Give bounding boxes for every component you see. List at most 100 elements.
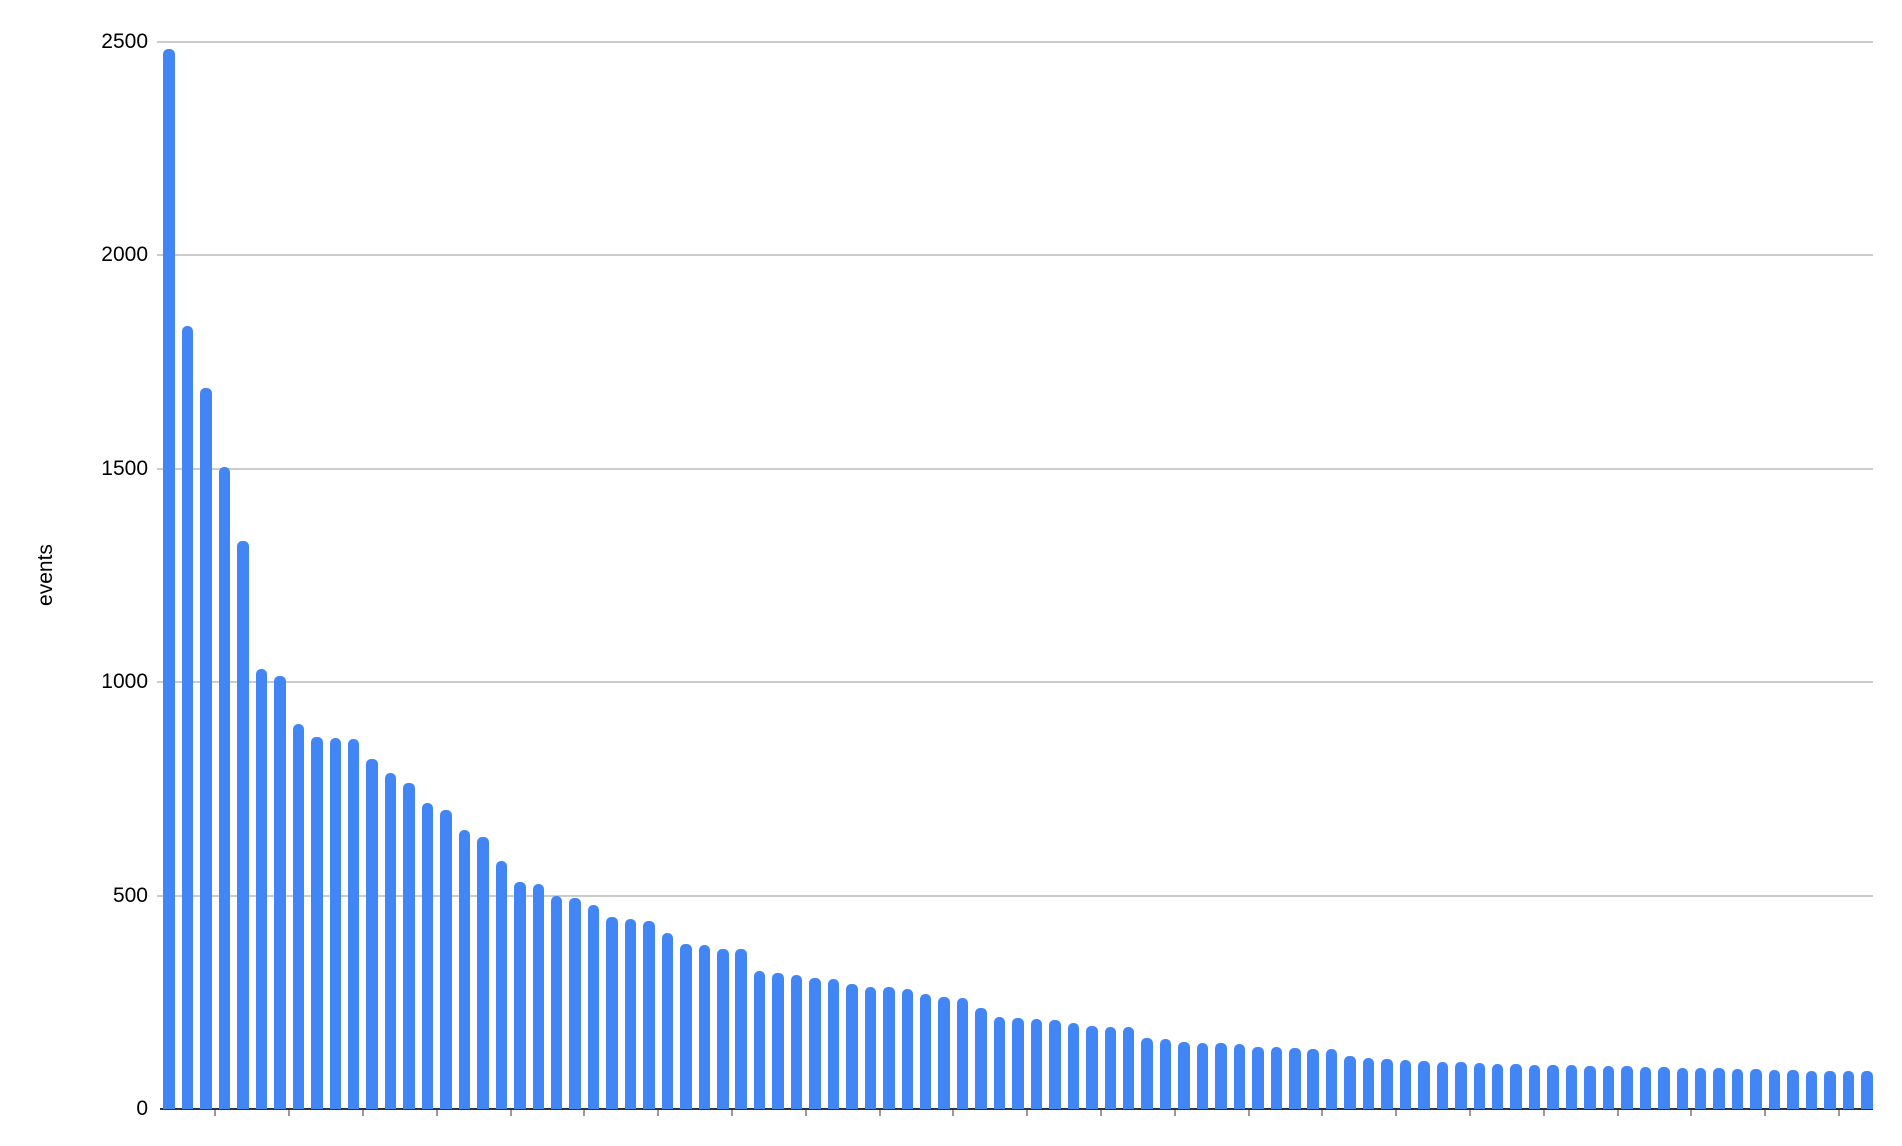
bar-1	[163, 49, 175, 1109]
x-axis-tick	[1542, 1110, 1545, 1116]
x-axis-tick	[288, 1110, 291, 1116]
y-tick-label-500: 500	[112, 883, 148, 907]
bar-51	[1086, 1026, 1098, 1109]
bar-54	[1141, 1038, 1153, 1109]
bar-8	[292, 724, 305, 1109]
bar-46	[993, 1017, 1006, 1109]
bar-28	[661, 932, 674, 1109]
bar-39	[864, 986, 877, 1109]
bar-35	[790, 974, 803, 1109]
bar-73	[1491, 1063, 1504, 1109]
bar-37	[827, 978, 840, 1109]
x-axis-tick	[731, 1110, 733, 1116]
x-axis-tick	[509, 1110, 512, 1116]
bar-77	[1565, 1065, 1578, 1109]
bar-15	[421, 803, 434, 1109]
x-axis-tick	[583, 1110, 586, 1116]
x-axis-tick	[1690, 1110, 1693, 1116]
x-axis-tick	[878, 1110, 881, 1116]
y-tick-label-2500: 2500	[101, 30, 148, 53]
x-axis-tick	[657, 1110, 660, 1116]
x-axis-tick	[952, 1110, 955, 1116]
bar-56	[1178, 1042, 1190, 1109]
y-tick-label-0: 0	[136, 1097, 148, 1120]
x-axis-tick	[1838, 1110, 1841, 1116]
bar-53	[1122, 1027, 1135, 1109]
x-axis-tick	[1764, 1110, 1767, 1116]
bar-18	[477, 837, 489, 1109]
bar-48	[1030, 1018, 1043, 1109]
bar-12	[366, 759, 378, 1109]
bar-36	[809, 977, 821, 1109]
bar-29	[680, 943, 692, 1109]
bar-6	[255, 668, 268, 1109]
y-tick-label-2000: 2000	[101, 243, 148, 267]
bar-69	[1418, 1061, 1430, 1109]
bar-65	[1344, 1056, 1356, 1109]
bar-93	[1861, 1071, 1873, 1109]
bar-88	[1768, 1069, 1781, 1109]
bar-72	[1473, 1062, 1486, 1109]
bar-83	[1676, 1067, 1688, 1109]
bar-17	[458, 830, 471, 1109]
bar-80	[1621, 1066, 1633, 1109]
bar-49	[1049, 1019, 1061, 1109]
bar-44	[956, 998, 969, 1109]
bar-27	[643, 921, 655, 1109]
bar-24	[587, 905, 600, 1109]
gridline-2500	[157, 41, 1873, 43]
x-axis-baseline	[160, 1108, 1873, 1110]
x-axis-tick	[1395, 1110, 1398, 1116]
bar-2	[181, 325, 194, 1109]
bar-32	[735, 949, 747, 1109]
bar-16	[440, 809, 452, 1109]
bar-67	[1381, 1058, 1393, 1109]
bar-76	[1547, 1065, 1559, 1109]
bar-31	[717, 948, 729, 1109]
x-axis-tick	[435, 1110, 438, 1116]
bar-74	[1510, 1064, 1522, 1109]
bar-13	[384, 773, 397, 1109]
gridline-2000	[157, 254, 1873, 257]
bar-81	[1639, 1066, 1652, 1109]
bar-64	[1325, 1049, 1338, 1109]
y-tick-label-1500: 1500	[101, 456, 148, 480]
y-axis-title: events	[34, 544, 57, 606]
bar-70	[1436, 1062, 1449, 1109]
bar-91	[1824, 1071, 1836, 1109]
bar-9	[311, 737, 323, 1109]
bar-66	[1362, 1058, 1375, 1109]
x-axis-tick	[361, 1110, 364, 1116]
bar-58	[1215, 1043, 1227, 1109]
x-axis-tick	[1100, 1110, 1103, 1116]
bar-92	[1842, 1071, 1855, 1109]
x-axis-tick	[1469, 1110, 1472, 1116]
bar-52	[1104, 1026, 1116, 1109]
x-axis-tick	[1616, 1110, 1619, 1116]
bar-40	[883, 986, 895, 1109]
x-axis-tick	[1321, 1110, 1324, 1116]
bar-26	[624, 919, 637, 1109]
bar-60	[1252, 1046, 1264, 1109]
bar-84	[1694, 1068, 1707, 1109]
bar-45	[975, 1008, 987, 1109]
bar-42	[919, 993, 932, 1109]
bar-30	[698, 944, 711, 1109]
bar-33	[753, 971, 766, 1109]
x-axis-tick	[1026, 1110, 1029, 1116]
bar-78	[1584, 1065, 1596, 1109]
x-axis-tick	[214, 1110, 217, 1116]
bar-90	[1805, 1070, 1818, 1109]
y-tick-label-1000: 1000	[101, 670, 148, 694]
bar-50	[1067, 1022, 1080, 1109]
bar-19	[495, 861, 508, 1109]
bar-61	[1270, 1047, 1283, 1109]
bar-43	[938, 997, 950, 1109]
bar-25	[606, 916, 618, 1109]
bar-41	[901, 989, 914, 1109]
bar-23	[569, 897, 581, 1109]
bar-63	[1307, 1048, 1319, 1109]
bar-38	[846, 984, 858, 1109]
bar-20	[514, 881, 526, 1109]
